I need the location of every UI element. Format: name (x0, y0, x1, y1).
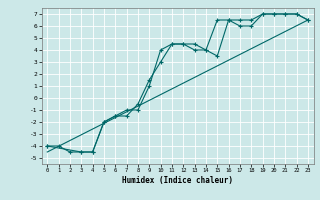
X-axis label: Humidex (Indice chaleur): Humidex (Indice chaleur) (122, 176, 233, 185)
